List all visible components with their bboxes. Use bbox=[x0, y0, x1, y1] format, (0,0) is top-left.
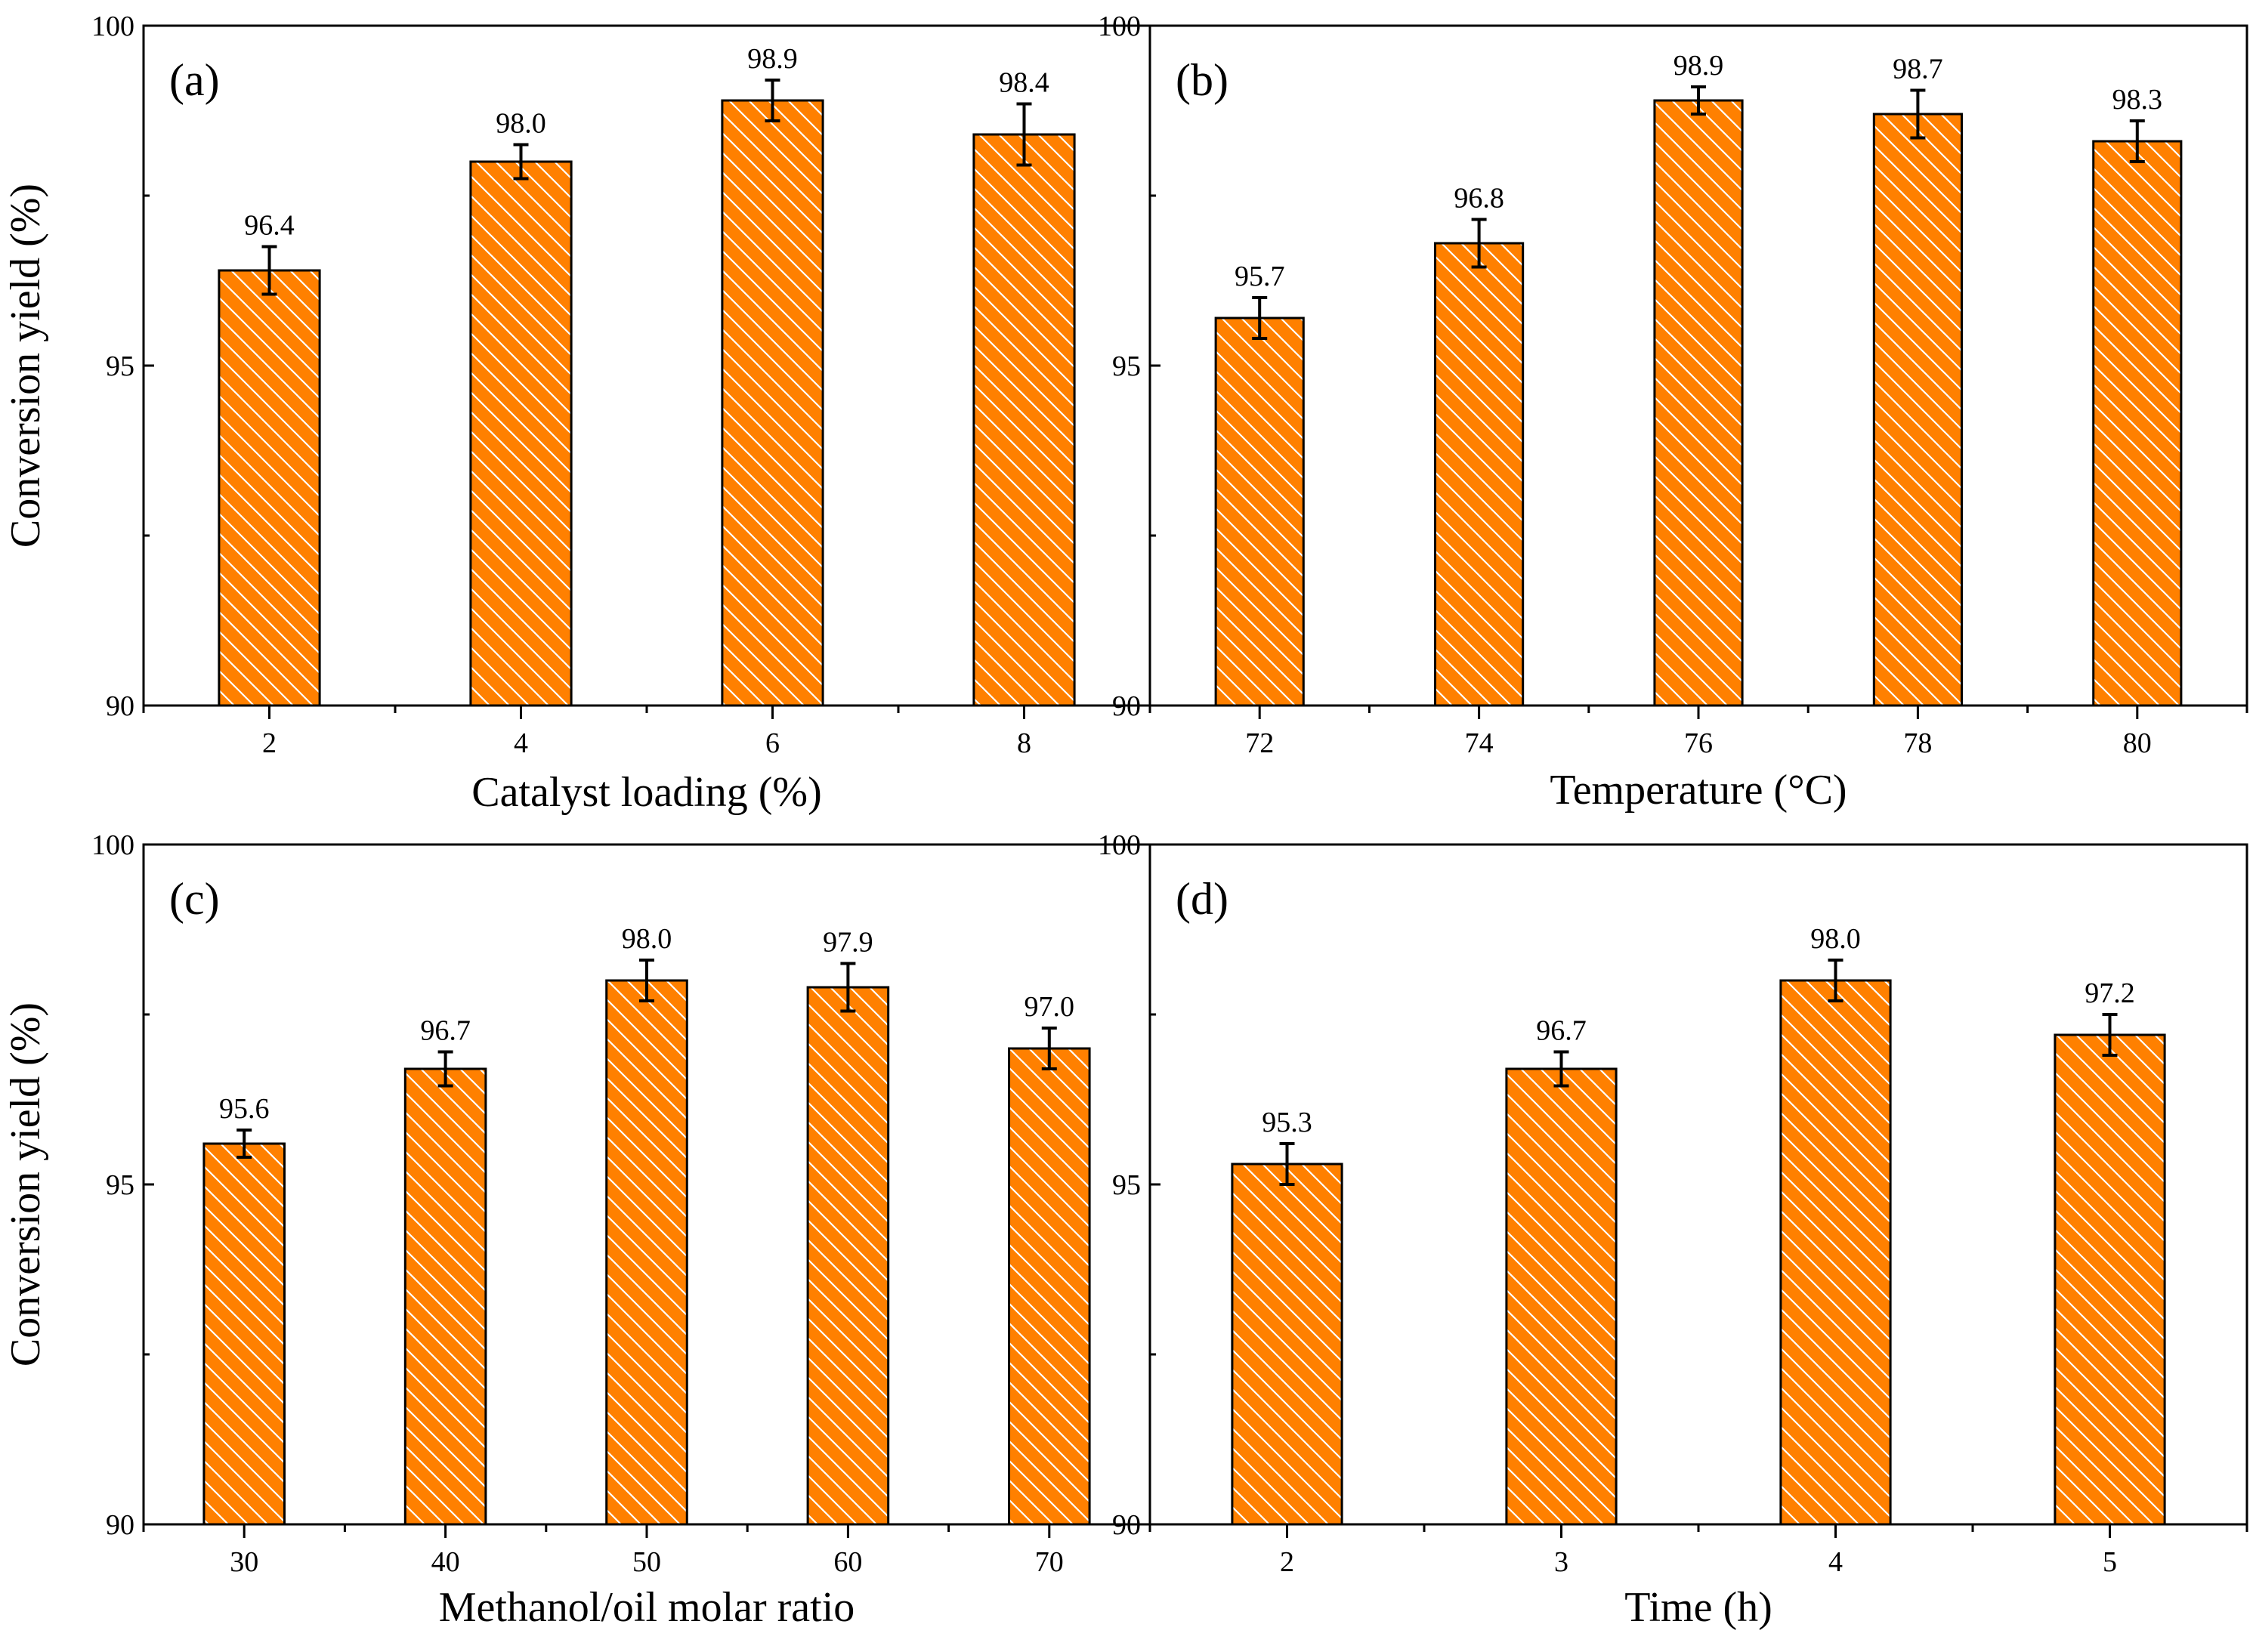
x-tick-label-c-70: 70 bbox=[1035, 1546, 1064, 1578]
y-tick-label-d: 90 bbox=[1112, 1509, 1141, 1541]
data-label-c-40: 96.7 bbox=[420, 1015, 471, 1047]
error-bar-a-8 bbox=[1016, 102, 1032, 167]
bar-a-2 bbox=[218, 269, 321, 707]
data-label-d-5: 97.2 bbox=[2085, 977, 2135, 1009]
error-bar-c-50 bbox=[639, 959, 654, 1002]
data-label-b-80: 98.3 bbox=[2112, 84, 2163, 116]
x-tick-label-b-78: 78 bbox=[1903, 727, 1932, 759]
y-tick-label-c: 100 bbox=[91, 829, 134, 861]
y-axis-title-a: Conversion yield (%) bbox=[2, 184, 49, 548]
data-label-c-50: 98.0 bbox=[622, 923, 672, 955]
y-tick-label-c: 90 bbox=[106, 1509, 134, 1541]
data-label-a-8: 98.4 bbox=[999, 67, 1049, 99]
x-tick-label-c-30: 30 bbox=[230, 1546, 258, 1578]
y-tick-label-b: 100 bbox=[1098, 11, 1141, 42]
bar-b-72 bbox=[1214, 317, 1305, 707]
error-bar-b-72 bbox=[1252, 296, 1268, 340]
panel-label-c: (c) bbox=[169, 874, 220, 924]
error-bar-d-5 bbox=[2102, 1013, 2118, 1057]
error-bar-d-3 bbox=[1553, 1050, 1569, 1088]
error-bar-a-2 bbox=[261, 245, 277, 296]
error-bar-b-76 bbox=[1691, 85, 1706, 116]
error-bar-c-30 bbox=[236, 1129, 252, 1159]
data-label-a-6: 98.9 bbox=[747, 43, 798, 75]
x-tick-label-d-5: 5 bbox=[2103, 1546, 2117, 1578]
x-axis-title-b: Temperature (°C) bbox=[1550, 767, 1847, 814]
error-bar-a-4 bbox=[513, 143, 529, 181]
bar-c-60 bbox=[806, 986, 890, 1526]
y-axis-title-c: Conversion yield (%) bbox=[2, 1002, 49, 1366]
bar-c-50 bbox=[605, 979, 688, 1526]
y-tick-label-b: 90 bbox=[1112, 690, 1141, 722]
y-tick-label-b: 95 bbox=[1112, 350, 1141, 382]
x-tick-label-a-2: 2 bbox=[262, 727, 277, 759]
x-tick-label-d-3: 3 bbox=[1554, 1546, 1568, 1578]
error-bar-a-6 bbox=[765, 79, 780, 122]
x-tick-label-d-4: 4 bbox=[1828, 1546, 1843, 1578]
x-tick-label-b-72: 72 bbox=[1245, 727, 1274, 759]
bar-a-6 bbox=[721, 99, 824, 707]
panel-label-b: (b) bbox=[1176, 55, 1228, 105]
bar-a-4 bbox=[469, 160, 573, 707]
x-tick-label-b-80: 80 bbox=[2123, 727, 2152, 759]
x-axis-title-a: Catalyst loading (%) bbox=[471, 769, 821, 816]
x-tick-label-d-2: 2 bbox=[1280, 1546, 1294, 1578]
panel-label-a: (a) bbox=[169, 55, 220, 105]
error-bar-b-74 bbox=[1471, 218, 1487, 269]
y-tick-label-d: 95 bbox=[1112, 1169, 1141, 1201]
error-bar-b-80 bbox=[2129, 119, 2145, 163]
bar-b-76 bbox=[1653, 99, 1744, 707]
y-tick-label-c: 95 bbox=[106, 1169, 134, 1201]
x-axis-title-d: Time (h) bbox=[1624, 1584, 1772, 1631]
data-label-c-70: 97.0 bbox=[1025, 991, 1075, 1023]
data-label-a-4: 98.0 bbox=[496, 108, 546, 140]
data-label-c-60: 97.9 bbox=[823, 927, 873, 959]
panel-c: 90 95 100 95.6 30 96.7 40 98.0 50 97.9 60 97.0 70 (c)… bbox=[2, 829, 1151, 1631]
x-tick-label-b-74: 74 bbox=[1465, 727, 1494, 759]
y-tick-label-d: 100 bbox=[1098, 829, 1141, 861]
data-label-a-2: 96.4 bbox=[244, 210, 295, 242]
bar-d-5 bbox=[2054, 1033, 2166, 1526]
y-tick-label-a: 90 bbox=[106, 690, 134, 722]
x-tick-label-c-40: 40 bbox=[431, 1546, 460, 1578]
error-bar-b-78 bbox=[1910, 88, 1926, 140]
bar-b-78 bbox=[1872, 113, 1963, 707]
error-bar-d-4 bbox=[1828, 959, 1844, 1002]
error-bar-c-40 bbox=[437, 1050, 453, 1088]
bar-a-8 bbox=[972, 133, 1076, 707]
data-label-b-72: 95.7 bbox=[1235, 261, 1285, 292]
panel-b: 90 95 100 95.7 72 96.8 74 98.9 76 98.7 78 98.3 80 (b)… bbox=[1098, 11, 2248, 814]
error-bar-c-70 bbox=[1041, 1027, 1057, 1070]
data-label-b-78: 98.7 bbox=[1893, 54, 1943, 85]
x-tick-label-b-76: 76 bbox=[1684, 727, 1713, 759]
bar-b-74 bbox=[1434, 242, 1525, 707]
data-label-d-4: 98.0 bbox=[1810, 923, 1861, 955]
data-label-b-74: 96.8 bbox=[1454, 183, 1504, 215]
bar-d-3 bbox=[1505, 1067, 1618, 1526]
bar-c-70 bbox=[1008, 1047, 1091, 1526]
x-tick-label-a-4: 4 bbox=[514, 727, 528, 759]
x-tick-label-a-8: 8 bbox=[1017, 727, 1031, 759]
data-label-d-2: 95.3 bbox=[1262, 1107, 1312, 1138]
error-bar-d-2 bbox=[1279, 1142, 1295, 1186]
x-tick-label-a-6: 6 bbox=[765, 727, 780, 759]
bar-d-2 bbox=[1231, 1163, 1343, 1526]
x-tick-label-c-60: 60 bbox=[833, 1546, 862, 1578]
x-axis-title-c: Methanol/oil molar ratio bbox=[439, 1584, 855, 1631]
bar-c-40 bbox=[403, 1067, 487, 1526]
y-tick-label-a: 100 bbox=[91, 11, 134, 42]
y-tick-label-a: 95 bbox=[106, 350, 134, 382]
bar-d-4 bbox=[1779, 979, 1892, 1526]
bar-c-30 bbox=[202, 1142, 286, 1526]
panel-d: 90 95 100 95.3 2 96.7 3 98.0 4 97.2 5 (d) Time (h) bbox=[1098, 829, 2248, 1631]
data-label-c-30: 95.6 bbox=[219, 1093, 270, 1125]
error-bar-c-60 bbox=[840, 962, 856, 1013]
x-tick-label-c-50: 50 bbox=[632, 1546, 661, 1578]
data-label-b-76: 98.9 bbox=[1674, 50, 1724, 82]
data-label-d-3: 96.7 bbox=[1536, 1015, 1587, 1047]
panel-label-d: (d) bbox=[1176, 874, 1228, 924]
panel-a: 90 95 100 96.4 2 98.0 4 98.9 6 98.4 8 (a) Catalyst l… bbox=[2, 11, 1151, 816]
bar-b-80 bbox=[2092, 140, 2183, 707]
